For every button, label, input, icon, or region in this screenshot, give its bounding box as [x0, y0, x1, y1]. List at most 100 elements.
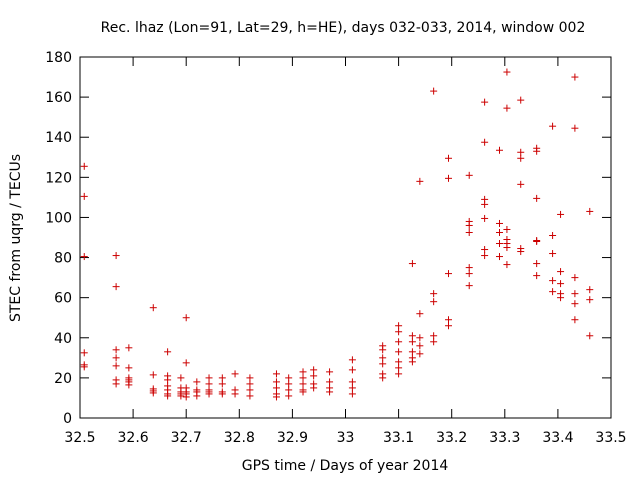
data-point — [218, 390, 226, 398]
data-point — [112, 283, 120, 291]
x-tick-label: 32.6 — [118, 430, 149, 446]
data-point — [495, 228, 503, 236]
data-point — [285, 374, 293, 382]
data-point — [465, 270, 473, 278]
data-point — [571, 290, 579, 298]
data-point — [481, 138, 489, 146]
data-point — [285, 386, 293, 394]
tick-labels: 32.5 32.6 32.7 32.8 32.9 33 33.1 33.2 33.3 33.4 33… — [45, 50, 626, 446]
data-point — [285, 380, 293, 388]
data-point — [164, 348, 172, 356]
y-tick-label: 20 — [54, 371, 72, 387]
data-point — [218, 380, 226, 388]
x-tick-label: 33.2 — [436, 430, 467, 446]
data-point — [246, 392, 254, 400]
x-tick-label: 32.5 — [64, 430, 95, 446]
x-tick-label: 33.1 — [383, 430, 414, 446]
data-point — [571, 274, 579, 282]
data-point — [533, 260, 541, 268]
data-point — [326, 368, 334, 376]
data-point — [495, 146, 503, 154]
y-tick-label: 160 — [45, 90, 72, 106]
data-point — [246, 386, 254, 394]
data-point — [112, 362, 120, 370]
x-tick-label: 33 — [337, 430, 355, 446]
data-point — [408, 260, 416, 268]
data-point — [348, 366, 356, 374]
data-point — [408, 332, 416, 340]
data-point — [481, 252, 489, 260]
data-point — [379, 346, 387, 354]
data-point — [177, 374, 185, 382]
data-point — [465, 171, 473, 179]
data-points — [80, 68, 594, 401]
data-point — [395, 328, 403, 336]
data-point — [246, 374, 254, 382]
data-point — [503, 68, 511, 76]
data-point — [112, 252, 120, 260]
data-point — [517, 180, 525, 188]
data-point — [416, 177, 424, 185]
data-point — [348, 378, 356, 386]
data-point — [272, 384, 280, 392]
x-tick-label: 33.5 — [595, 430, 626, 446]
data-point — [445, 154, 453, 162]
data-point — [112, 354, 120, 362]
data-point — [430, 87, 438, 95]
x-axis-label: GPS time / Days of year 2014 — [242, 458, 449, 474]
data-point — [549, 288, 557, 296]
data-point — [495, 253, 503, 261]
data-point — [182, 393, 190, 401]
data-point — [164, 392, 172, 400]
data-point — [430, 298, 438, 306]
data-point — [272, 370, 280, 378]
data-point — [445, 270, 453, 278]
data-point — [80, 349, 88, 357]
data-point — [503, 225, 511, 233]
data-point — [481, 200, 489, 208]
data-point — [481, 98, 489, 106]
data-point — [395, 348, 403, 356]
data-point — [416, 350, 424, 358]
data-point — [430, 332, 438, 340]
data-point — [395, 338, 403, 346]
data-point — [571, 73, 579, 81]
data-point — [193, 378, 201, 386]
data-point — [80, 363, 88, 371]
data-point — [445, 174, 453, 182]
data-point — [557, 268, 565, 276]
data-point — [495, 219, 503, 227]
data-point — [205, 390, 213, 398]
data-point — [218, 374, 226, 382]
data-point — [326, 388, 334, 396]
data-point — [125, 344, 133, 352]
data-point — [549, 277, 557, 285]
data-point — [517, 96, 525, 104]
data-point — [465, 264, 473, 272]
data-point — [310, 372, 318, 380]
data-point — [231, 370, 239, 378]
data-point — [348, 356, 356, 364]
data-point — [149, 389, 157, 397]
y-axis-label: STEC from uqrg / TECUs — [8, 154, 24, 322]
data-point — [465, 221, 473, 229]
x-tick-label: 32.8 — [224, 430, 255, 446]
data-point — [299, 374, 307, 382]
y-tick-label: 140 — [45, 130, 72, 146]
data-point — [285, 392, 293, 400]
data-point — [310, 366, 318, 374]
data-point — [533, 194, 541, 202]
data-point — [395, 322, 403, 330]
data-point — [481, 214, 489, 222]
data-point — [571, 300, 579, 308]
data-point — [299, 368, 307, 376]
axis-ticks — [79, 56, 612, 419]
data-point — [416, 342, 424, 350]
y-tick-label: 60 — [54, 291, 72, 307]
data-point — [205, 380, 213, 388]
data-point — [517, 248, 525, 256]
data-point — [379, 374, 387, 382]
data-point — [503, 104, 511, 112]
data-point — [549, 122, 557, 130]
data-point — [231, 390, 239, 398]
